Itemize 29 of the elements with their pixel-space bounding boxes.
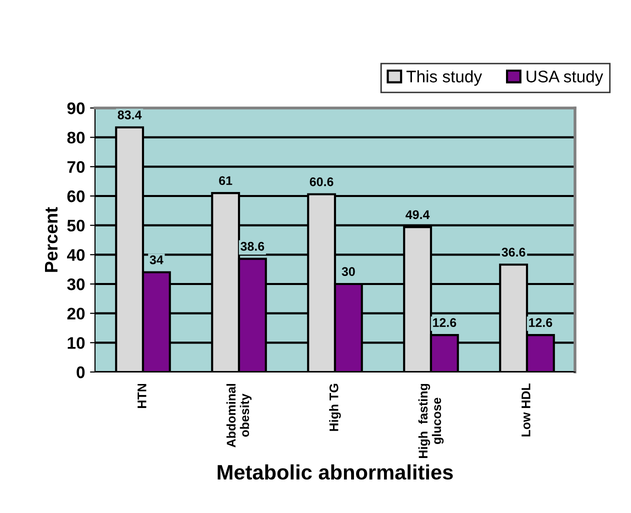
y-tick-label: 30 xyxy=(67,278,85,290)
x-tick-label: Abdominal obesity xyxy=(226,384,252,448)
data-label: 34 xyxy=(150,255,164,264)
data-label: 36.6 xyxy=(502,248,526,257)
x-tick-label: High TG xyxy=(329,384,341,431)
x-tick-label: Low HDL xyxy=(522,383,530,436)
y-tick-label: 10 xyxy=(68,337,85,349)
data-label: 38.6 xyxy=(240,242,264,251)
y-tick-label: 60 xyxy=(67,190,85,202)
data-label: 30 xyxy=(342,267,355,276)
data-label: 12.6 xyxy=(433,318,456,328)
y-tick-label: 40 xyxy=(66,249,85,261)
data-label: 12.6 xyxy=(529,318,552,328)
x-axis-title: Metabolic abnormalities xyxy=(218,464,453,480)
data-label: 60.6 xyxy=(310,177,334,186)
x-tick-label: HTN xyxy=(138,384,146,408)
legend-label: USA study xyxy=(526,70,604,86)
y-tick-label: 50 xyxy=(67,220,85,232)
y-tick-label: 70 xyxy=(67,161,85,173)
y-tick-label: 90 xyxy=(67,102,85,114)
y-tick-label: 80 xyxy=(67,132,85,144)
legend-label: This study xyxy=(406,70,482,86)
y-axis-title: Percent xyxy=(45,207,58,272)
data-label: 61 xyxy=(219,176,232,186)
x-tick-label: High fasting glucose xyxy=(418,384,444,458)
y-tick-label: 0 xyxy=(76,366,85,378)
data-label: 49.4 xyxy=(406,210,430,220)
y-tick-label: 20 xyxy=(67,308,85,320)
data-label: 83.4 xyxy=(118,110,142,120)
